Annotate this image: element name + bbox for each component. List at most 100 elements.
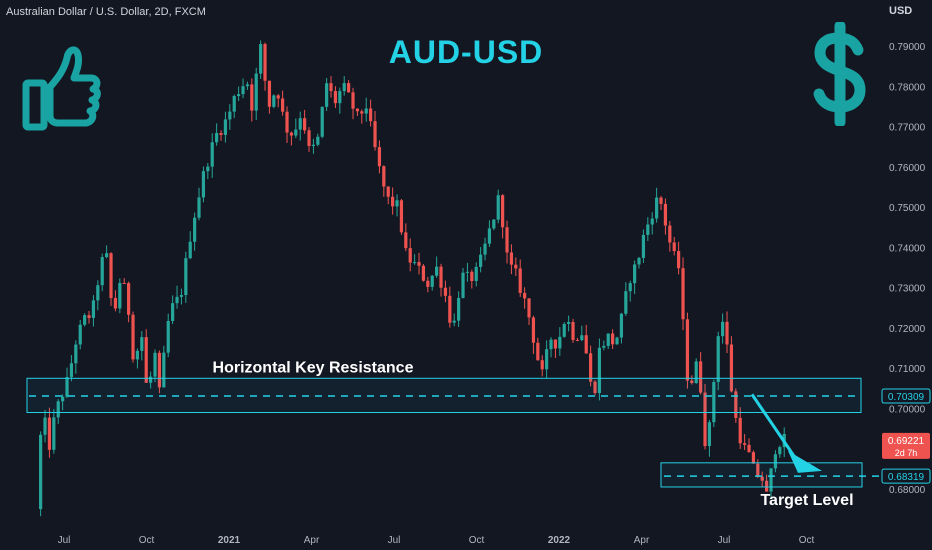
candle-body [382,166,386,187]
candle-body [593,381,597,394]
current-price-tag-countdown: 2d 7h [895,448,918,458]
thumbs-up-icon [20,40,102,132]
candle-body [237,94,241,96]
levels-layer: Horizontal Key Resistance Target Level [26,359,880,509]
x-tick-label: Oct [469,535,485,546]
candle-body [606,333,610,346]
candle-body [157,352,162,388]
candle-body [131,314,135,360]
candle-body [135,350,140,360]
x-tick-label: Jul [718,535,731,546]
axis-layer: 0.79000 0.78000 0.77000 0.76000 0.75000 0.740… [58,42,931,546]
x-tick-label: Apr [304,535,320,546]
candle-body [725,321,729,345]
candle-body [311,144,316,146]
candle-body [470,271,474,282]
candle-body [250,84,254,111]
candle-body [549,339,553,350]
candle-body [228,111,232,120]
candle-body [716,336,720,383]
candle-body [523,292,527,299]
candle-body [153,352,157,377]
candle-body [699,361,703,393]
candle-body [105,253,109,258]
candle-body [479,254,483,267]
candle-body [501,195,505,228]
candle-body [575,339,580,341]
resistance-label: Horizontal Key Resistance [213,359,414,376]
resistance-price-tag-value: 0.70309 [888,392,925,403]
candle-body [78,324,82,345]
target-zone [660,462,863,488]
candle-body [294,129,298,136]
candle-body [188,241,192,259]
candle-body [465,271,470,273]
candle-body [289,132,294,136]
candle-body [87,315,91,318]
currency-label: USD [889,5,913,17]
candle-body [241,86,245,95]
candle-body [303,118,307,131]
current-price-tag-value: 0.69221 [888,436,925,447]
candle-body [149,376,153,383]
chart-title: AUD-USD [388,34,544,70]
x-tick-label: 2022 [548,535,571,546]
candle-body [263,44,267,81]
candle-body [760,476,764,481]
candle-body [39,434,43,510]
x-tick-label: Apr [634,535,650,546]
candle-body [483,243,487,255]
candle-body [43,417,47,435]
candle-body [765,480,769,492]
candle-body [672,242,676,252]
candle-body [747,444,751,453]
candle-body [439,266,443,288]
candle-body [712,382,716,423]
candle-body [602,345,606,348]
candle-body [373,121,377,148]
candle-body [492,219,496,229]
candle-body [276,95,280,99]
candle-body [144,337,148,383]
candle-body [281,98,285,112]
candle-body [65,377,69,397]
y-tick-label: 0.77000 [889,123,926,134]
target-label: Target Level [760,492,853,509]
y-tick-label: 0.70000 [889,404,926,415]
candle-body [571,322,575,340]
candle-body [338,91,342,104]
candle-body [540,360,544,370]
candle-body [140,337,144,351]
candle-body [404,232,408,249]
candle-body [391,196,395,207]
candle-body [83,315,87,325]
candle-body [285,111,289,133]
candle-body [597,347,602,394]
candle-body [738,417,742,444]
candle-body [127,283,131,315]
candle-body [364,108,368,114]
candle-body [650,218,654,225]
candle-body [562,323,566,337]
candle-body [69,363,74,378]
candle-body [122,282,126,284]
candle-body [360,111,364,114]
candle-body [611,333,615,345]
candle-body [223,119,228,135]
candle-body [171,303,175,321]
candle-body [734,391,738,418]
candles-layer [39,40,786,517]
candle-body [267,80,272,107]
candle-body [527,298,531,318]
candle-body [756,463,760,477]
candle-body [633,264,637,284]
candle-body [619,313,624,338]
candle-body [536,342,540,361]
candle-body [531,317,536,343]
candle-body [443,287,448,296]
candle-body [254,73,258,111]
candle-body [474,266,478,282]
candle-body [96,285,100,301]
candle-body [245,84,250,87]
